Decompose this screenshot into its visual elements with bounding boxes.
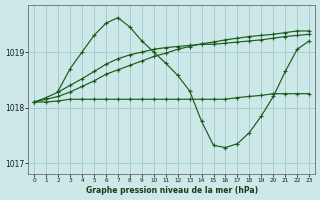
- X-axis label: Graphe pression niveau de la mer (hPa): Graphe pression niveau de la mer (hPa): [86, 186, 258, 195]
